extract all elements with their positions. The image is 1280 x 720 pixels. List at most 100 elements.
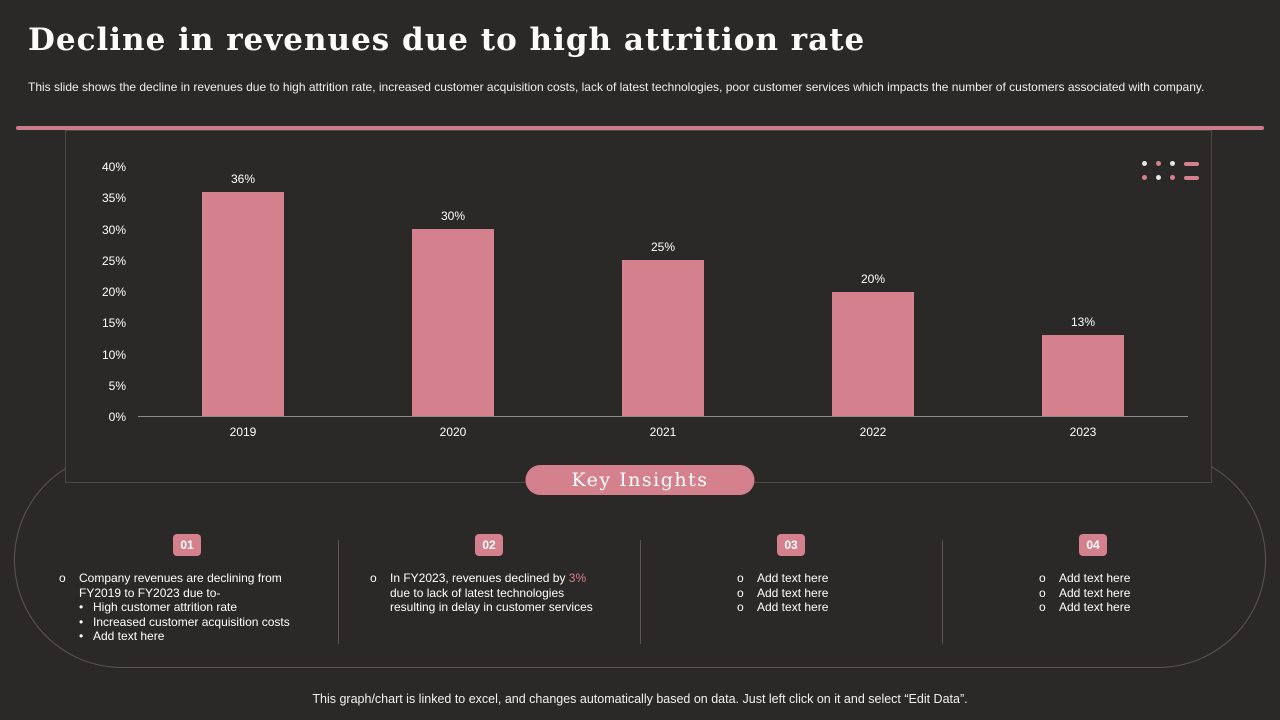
insight-column-1: 01 o Company revenues are declining from…	[36, 534, 338, 644]
insight-text: Add text here	[757, 585, 829, 600]
list-item: o Add text here	[737, 571, 845, 586]
list-item: o Company revenues are declining from FY…	[59, 571, 315, 600]
insight-text-prefix: In FY2023, revenues declined by	[390, 571, 569, 585]
x-tick-label: 2021	[649, 425, 677, 439]
insight-text-highlight: 3%	[568, 571, 587, 585]
key-insights-pill: Key Insights	[525, 465, 755, 495]
bar-2023[interactable]	[1042, 335, 1124, 416]
x-axis: 2019 2020 2021 2022 2023	[138, 425, 1188, 439]
page-title: Decline in revenues due to high attritio…	[28, 22, 866, 58]
bullet-marker: o	[370, 571, 377, 585]
y-tick-label: 10%	[101, 347, 126, 362]
y-tick-label: 15%	[101, 316, 126, 331]
bar-value-label: 13%	[1070, 315, 1096, 330]
bar-group-2021[interactable]: 25%	[558, 167, 768, 416]
y-axis: 40% 35% 30% 25% 20% 15% 10% 5% 0%	[84, 160, 126, 424]
insight-text: Add text here	[1059, 600, 1131, 614]
list-item: o Add text here	[1039, 600, 1147, 615]
bar-group-2022[interactable]: 20%	[768, 167, 978, 416]
insight-text: Add text here	[757, 600, 829, 614]
x-tick-label: 2023	[1069, 425, 1097, 439]
bar-value-label: 30%	[440, 209, 466, 224]
x-tick-label: 2020	[439, 425, 467, 439]
chart-panel[interactable]: 40% 35% 30% 25% 20% 15% 10% 5% 0% 36% 30% 25% 20% 13…	[65, 130, 1212, 483]
bar-2022[interactable]	[832, 291, 914, 416]
dash-icon	[1184, 161, 1199, 166]
dot-icon	[1170, 175, 1175, 180]
bullet-marker: o	[1039, 585, 1046, 600]
insight-body: o Add text here o Add text here o Add te…	[1039, 571, 1147, 615]
insight-column-4: 04 o Add text here o Add text here o Add…	[942, 534, 1244, 644]
bullet-marker: o	[1039, 600, 1046, 614]
bar-2021[interactable]	[622, 260, 704, 416]
list-item: • High customer attrition rate	[59, 600, 315, 615]
y-tick-label: 5%	[108, 378, 126, 393]
list-item: • Add text here	[59, 629, 315, 644]
x-tick-label: 2022	[859, 425, 887, 439]
insight-sub-text: High customer attrition rate	[93, 600, 238, 614]
dots-decoration	[1142, 161, 1199, 180]
list-item: o In FY2023, revenues declined by 3% due…	[370, 571, 608, 615]
dot-icon	[1142, 161, 1147, 166]
list-item: o Add text here	[737, 586, 845, 601]
insight-number-badge: 02	[475, 534, 503, 556]
insight-body: o Add text here o Add text here o Add te…	[737, 571, 845, 615]
insights-row: 01 o Company revenues are declining from…	[36, 534, 1244, 644]
bullet-marker: o	[737, 585, 744, 600]
insight-column-2: 02 o In FY2023, revenues declined by 3% …	[338, 534, 640, 644]
bar-value-label: 25%	[650, 240, 676, 255]
footer-note: This graph/chart is linked to excel, and…	[312, 692, 968, 706]
bar-group-2020[interactable]: 30%	[348, 167, 558, 416]
bar-group-2019[interactable]: 36%	[138, 167, 348, 416]
bar-group-2023[interactable]: 13%	[978, 167, 1188, 416]
y-tick-label: 40%	[101, 160, 126, 174]
insight-text: In FY2023, revenues declined by 3% due t…	[390, 571, 608, 615]
insight-body: o In FY2023, revenues declined by 3% due…	[370, 571, 608, 615]
bar-value-label: 36%	[230, 171, 256, 186]
insight-number-badge: 03	[777, 534, 805, 556]
bullet-marker: •	[79, 614, 84, 629]
insight-sub-text: Add text here	[93, 629, 165, 643]
dot-icon	[1156, 161, 1161, 166]
bar-value-label: 20%	[860, 271, 886, 286]
y-tick-label: 25%	[101, 253, 126, 268]
dot-icon	[1170, 161, 1175, 166]
insight-number-badge: 04	[1079, 534, 1107, 556]
y-tick-label: 0%	[108, 410, 126, 424]
insight-column-3: 03 o Add text here o Add text here o Add…	[640, 534, 942, 644]
y-tick-label: 20%	[101, 285, 126, 299]
insight-text: Add text here	[757, 571, 829, 585]
dot-row	[1142, 161, 1199, 166]
y-tick-label: 30%	[101, 222, 126, 237]
list-item: o Add text here	[1039, 586, 1147, 601]
x-tick-label: 2019	[229, 425, 257, 439]
insight-number-badge: 01	[173, 534, 201, 556]
dash-icon	[1184, 175, 1199, 180]
insight-text: Add text here	[1059, 585, 1131, 600]
list-item: • Increased customer acquisition costs	[59, 615, 315, 630]
plot-area[interactable]: 36% 30% 25% 20% 13%	[138, 167, 1188, 417]
bullet-marker: o	[737, 571, 744, 585]
dot-row	[1142, 175, 1199, 180]
insight-sub-text: Increased customer acquisition costs	[93, 614, 290, 629]
bar-2020[interactable]	[412, 229, 494, 416]
insight-text: Add text here	[1059, 571, 1131, 585]
key-insights-label: Key Insights	[571, 469, 709, 491]
slide-subtitle: This slide shows the decline in revenues…	[28, 80, 1205, 94]
insight-text: Company revenues are declining from FY20…	[79, 571, 282, 600]
accent-divider	[16, 126, 1264, 130]
bullet-marker: o	[1039, 571, 1046, 585]
bullet-marker: •	[79, 629, 84, 643]
bar-2019[interactable]	[202, 191, 284, 416]
list-item: o Add text here	[1039, 571, 1147, 586]
bullet-marker: o	[737, 600, 744, 614]
dot-icon	[1142, 175, 1147, 180]
list-item: o Add text here	[737, 600, 845, 615]
insight-text-suffix: due to lack of latest technologies resul…	[390, 585, 593, 615]
y-tick-label: 35%	[101, 191, 126, 206]
insight-body: o Company revenues are declining from FY…	[59, 571, 315, 644]
bullet-marker: •	[79, 600, 84, 614]
dot-icon	[1156, 175, 1161, 180]
bullet-marker: o	[59, 571, 66, 585]
